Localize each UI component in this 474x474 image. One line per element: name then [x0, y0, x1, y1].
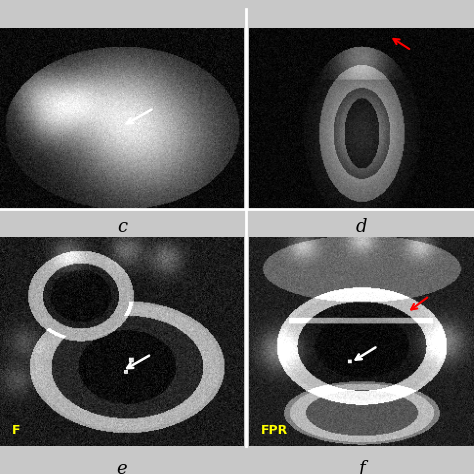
Text: c: c	[117, 218, 127, 236]
Text: F: F	[12, 424, 21, 437]
Text: e: e	[117, 460, 127, 474]
Text: f: f	[358, 460, 365, 474]
Text: d: d	[356, 218, 367, 236]
Text: FPR: FPR	[261, 424, 288, 437]
